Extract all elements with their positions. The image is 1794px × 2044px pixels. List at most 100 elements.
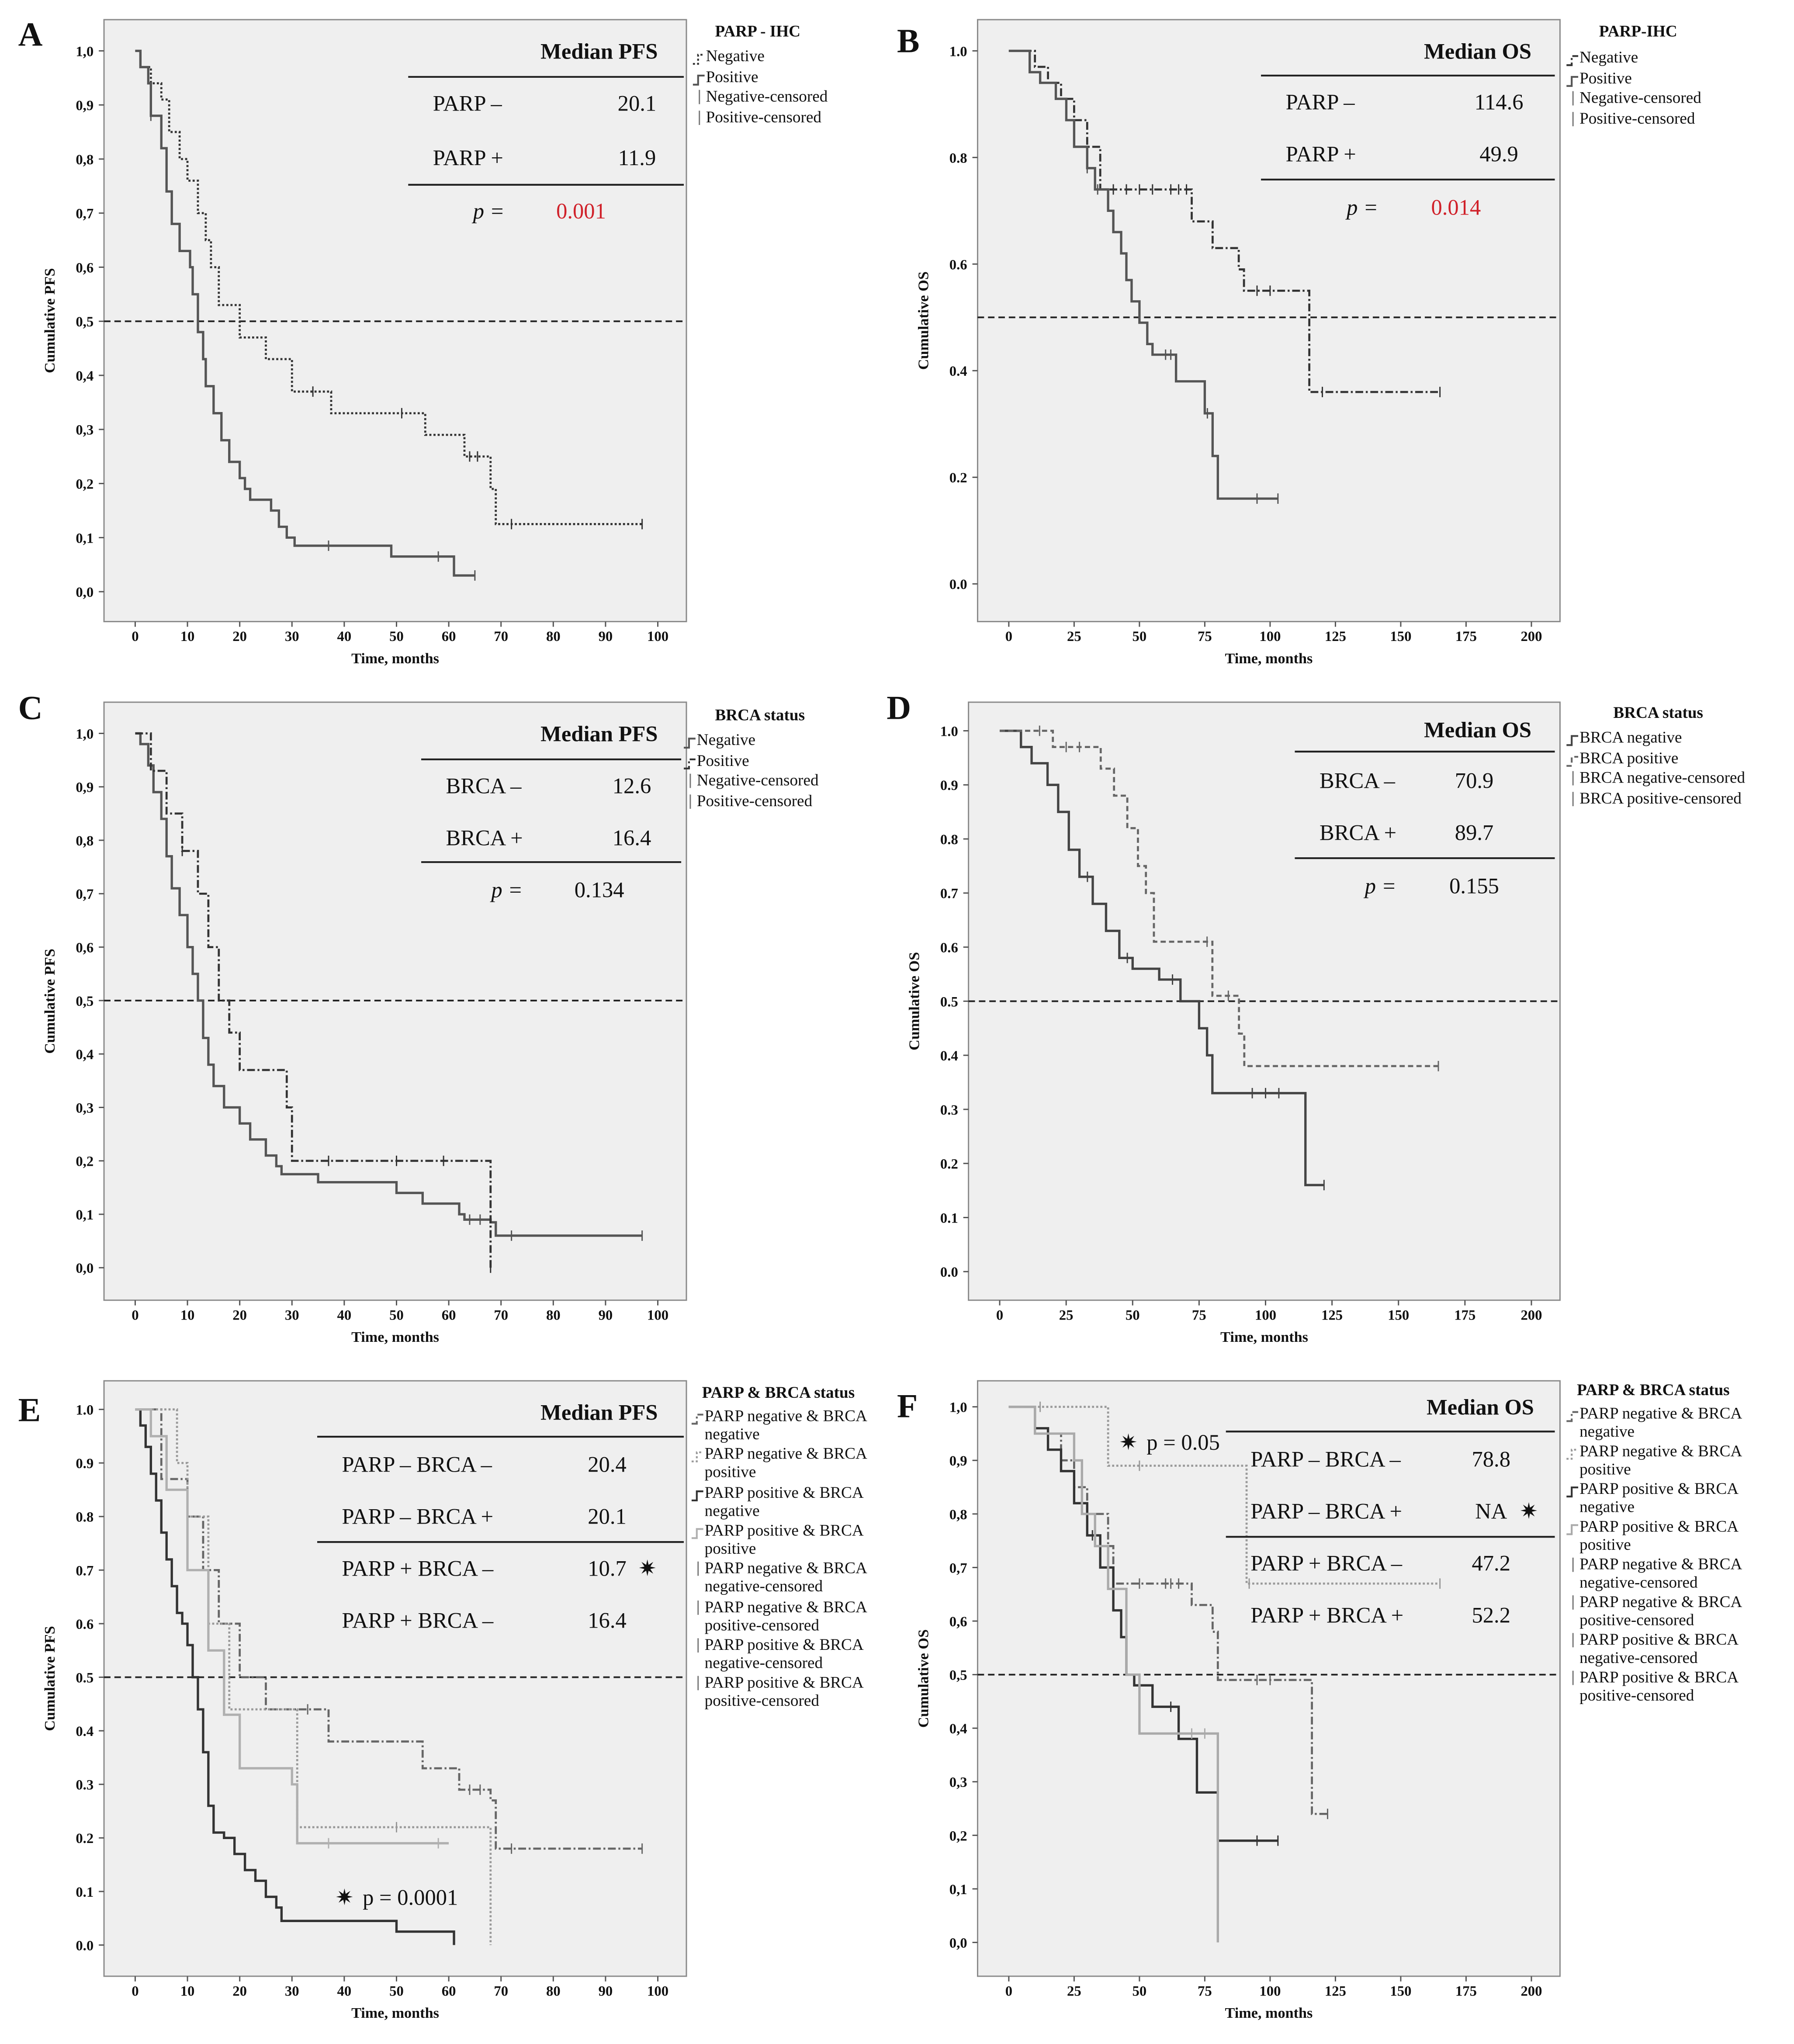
significance-star-icon: ✷ [335, 1885, 353, 1909]
y-tick-label: 0.0 [76, 1938, 94, 1954]
legend-item-label: PARP positive & BRCA [705, 1636, 864, 1654]
x-tick-label: 100 [1259, 1984, 1281, 1999]
x-tick-label: 40 [337, 629, 352, 644]
legend-title: BRCA status [1613, 704, 1703, 722]
x-tick-label: 125 [1325, 629, 1346, 644]
y-tick-label: 0,1 [76, 1207, 94, 1223]
legend-line-icon [691, 1451, 703, 1462]
legend-line-icon [1566, 1448, 1579, 1460]
legend-item-label: positive [1579, 1536, 1631, 1554]
table-row-value: 16.4 [613, 825, 651, 850]
x-axis-label: Time, months [351, 2005, 439, 2021]
x-tick-label: 50 [389, 629, 404, 644]
x-tick-label: 200 [1520, 1307, 1542, 1323]
x-tick-label: 40 [337, 1984, 352, 1999]
legend-line-icon [1566, 755, 1579, 767]
y-tick-label: 0,8 [76, 152, 94, 168]
legend-item-label: BRCA negative [1579, 728, 1682, 746]
y-tick-label: 0.4 [940, 1048, 958, 1064]
legend-item-label: Negative [1579, 49, 1638, 66]
y-tick-label: 0.2 [949, 470, 967, 486]
y-tick-label: 0,0 [76, 1261, 94, 1276]
table-row-value: 20.4 [588, 1452, 627, 1476]
x-tick-label: 50 [1126, 1307, 1140, 1323]
table-row-value: 20.1 [618, 91, 657, 115]
x-tick-label: 75 [1192, 1307, 1206, 1323]
panel-letter: C [18, 689, 43, 727]
y-tick-label: 0,1 [76, 530, 94, 546]
x-tick-label: 25 [1059, 1307, 1074, 1323]
legend-item-label: negative [705, 1502, 760, 1520]
x-tick-label: 30 [285, 1984, 299, 1999]
x-tick-label: 70 [494, 629, 508, 644]
legend-item-label: PARP positive & BRCA [705, 1484, 864, 1502]
y-axis-label: Cumulative OS [915, 1629, 932, 1728]
x-tick-label: 90 [599, 1307, 613, 1323]
y-tick-label: 0.7 [76, 1563, 94, 1579]
y-tick-label: 0.8 [76, 1510, 94, 1525]
x-axis-label: Time, months [351, 1329, 439, 1345]
x-tick-label: 60 [442, 1307, 456, 1323]
y-tick-label: 1.0 [940, 724, 958, 739]
x-tick-label: 80 [546, 629, 561, 644]
x-tick-label: 60 [442, 629, 456, 644]
km-curve-1 [135, 732, 492, 1268]
table-row-value: 10.7 [588, 1556, 627, 1581]
km-curve-0 [135, 732, 642, 1237]
legend-item-label: Positive-censored [697, 792, 813, 810]
x-tick-label: 25 [1067, 629, 1081, 644]
legend-line-icon [691, 1490, 703, 1502]
y-tick-label: 0.5 [76, 1670, 94, 1686]
table-row-value: 11.9 [618, 146, 656, 170]
x-tick-label: 80 [546, 1984, 561, 1999]
y-tick-label: 0.2 [940, 1157, 958, 1172]
y-axis-label: Cumulative PFS [42, 1626, 58, 1731]
legend-item-label: BRCA positive [1579, 749, 1678, 767]
legend-item-label: Negative-censored [706, 87, 828, 105]
y-tick-label: 0,7 [949, 1560, 967, 1576]
median-table-header: Median OS [1427, 1395, 1534, 1420]
legend-item-label: BRCA positive-censored [1579, 790, 1742, 807]
x-tick-label: 90 [599, 629, 613, 644]
y-tick-label: 0,8 [949, 1507, 967, 1523]
table-row-label: PARP – [1286, 90, 1355, 114]
table-row-label: BRCA + [1320, 820, 1396, 845]
legend-line-icon [693, 54, 705, 65]
table-row-label: PARP + [433, 146, 503, 170]
y-tick-label: 0.5 [940, 994, 958, 1010]
x-axis-label: Time, months [1225, 2005, 1313, 2021]
x-tick-label: 80 [546, 1307, 561, 1323]
legend-item-label: negative [705, 1425, 760, 1443]
x-tick-label: 0 [1005, 1984, 1012, 1999]
annotation-p-value: p = 0.05 [1146, 1430, 1220, 1455]
p-value: 0.134 [575, 877, 624, 902]
y-tick-label: 0,0 [949, 1935, 967, 1951]
legend-item-label: PARP negative & BRCA [705, 1445, 867, 1463]
x-tick-label: 20 [232, 1307, 247, 1323]
panel-letter: D [887, 689, 911, 727]
legend-item-label: negative-censored [1579, 1573, 1698, 1591]
x-tick-label: 50 [389, 1984, 404, 1999]
legend-item-label: positive-censored [705, 1616, 820, 1634]
legend-item-label: positive [705, 1540, 756, 1558]
legend-item-label: Positive-censored [1579, 110, 1695, 128]
legend-item-label: positive-censored [1579, 1611, 1694, 1629]
legend-item-label: Positive-censored [706, 108, 822, 126]
y-tick-label: 1.0 [949, 44, 967, 59]
table-row-value: 70.9 [1455, 768, 1494, 793]
panel-letter: B [897, 22, 920, 59]
y-tick-label: 0.9 [76, 1456, 94, 1472]
legend-title: PARP - IHC [715, 23, 800, 41]
legend-item-label: PARP negative & BRCA [1579, 1593, 1742, 1611]
y-tick-label: 0,9 [949, 1453, 967, 1469]
legend-item-label: PARP positive & BRCA [1579, 1631, 1739, 1649]
legend-title: PARP-IHC [1599, 23, 1677, 41]
y-tick-label: 0,9 [76, 780, 94, 796]
legend-item-label: PARP negative & BRCA [705, 1598, 867, 1616]
legend-item-label: positive-censored [705, 1692, 820, 1710]
legend-item-label: Negative-censored [1579, 89, 1701, 107]
km-curve-3 [135, 1408, 449, 1845]
table-row-label: PARP + BRCA – [1250, 1551, 1402, 1576]
y-tick-label: 0.8 [949, 150, 967, 166]
significance-star-icon: ✷ [638, 1556, 657, 1581]
